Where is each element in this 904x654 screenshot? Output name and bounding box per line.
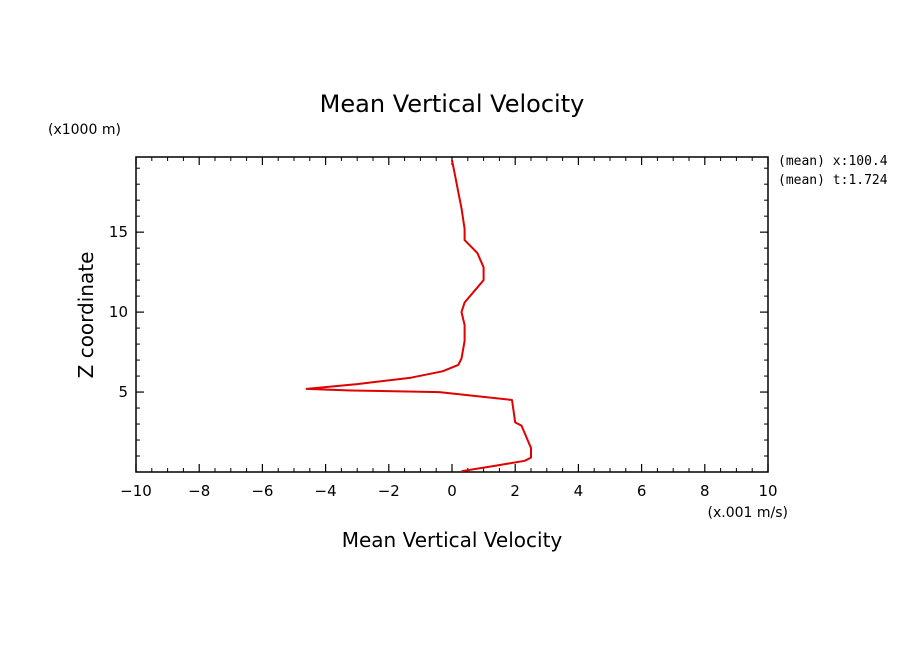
y-tick-label: 5 — [118, 383, 128, 401]
y-tick-label: 15 — [109, 223, 128, 241]
x-tick-label: −10 — [120, 482, 152, 500]
annotation-mean-t: (mean) t:1.724 — [778, 173, 888, 188]
series-line-1 — [305, 160, 532, 473]
chart-title: Mean Vertical Velocity — [320, 90, 585, 118]
y-axis-units: (x1000 m) — [48, 122, 121, 138]
x-tick-label: 0 — [447, 482, 457, 500]
plot-frame — [135, 156, 769, 473]
x-axis-units: (x.001 m/s) — [708, 505, 788, 521]
x-tick-label: −2 — [378, 482, 400, 500]
x-tick-label: 4 — [574, 482, 584, 500]
axis-ticks: −10 −8 −6 −4 −2 0 2 4 6 8 10 5 10 15 — [109, 157, 778, 500]
x-tick-label: −6 — [251, 482, 273, 500]
x-tick-label: −8 — [188, 482, 210, 500]
y-axis-label: Z coordinate — [74, 252, 98, 379]
x-tick-label: −4 — [315, 482, 337, 500]
x-tick-label: 6 — [637, 482, 647, 500]
y-tick-label: 10 — [109, 303, 128, 321]
x-tick-label: 8 — [700, 482, 710, 500]
x-axis-label: Mean Vertical Velocity — [342, 528, 563, 552]
data-series — [305, 160, 532, 473]
annotation-mean-x: (mean) x:100.4 — [778, 154, 888, 169]
x-tick-label: 2 — [510, 482, 520, 500]
x-tick-label: 10 — [758, 482, 777, 500]
